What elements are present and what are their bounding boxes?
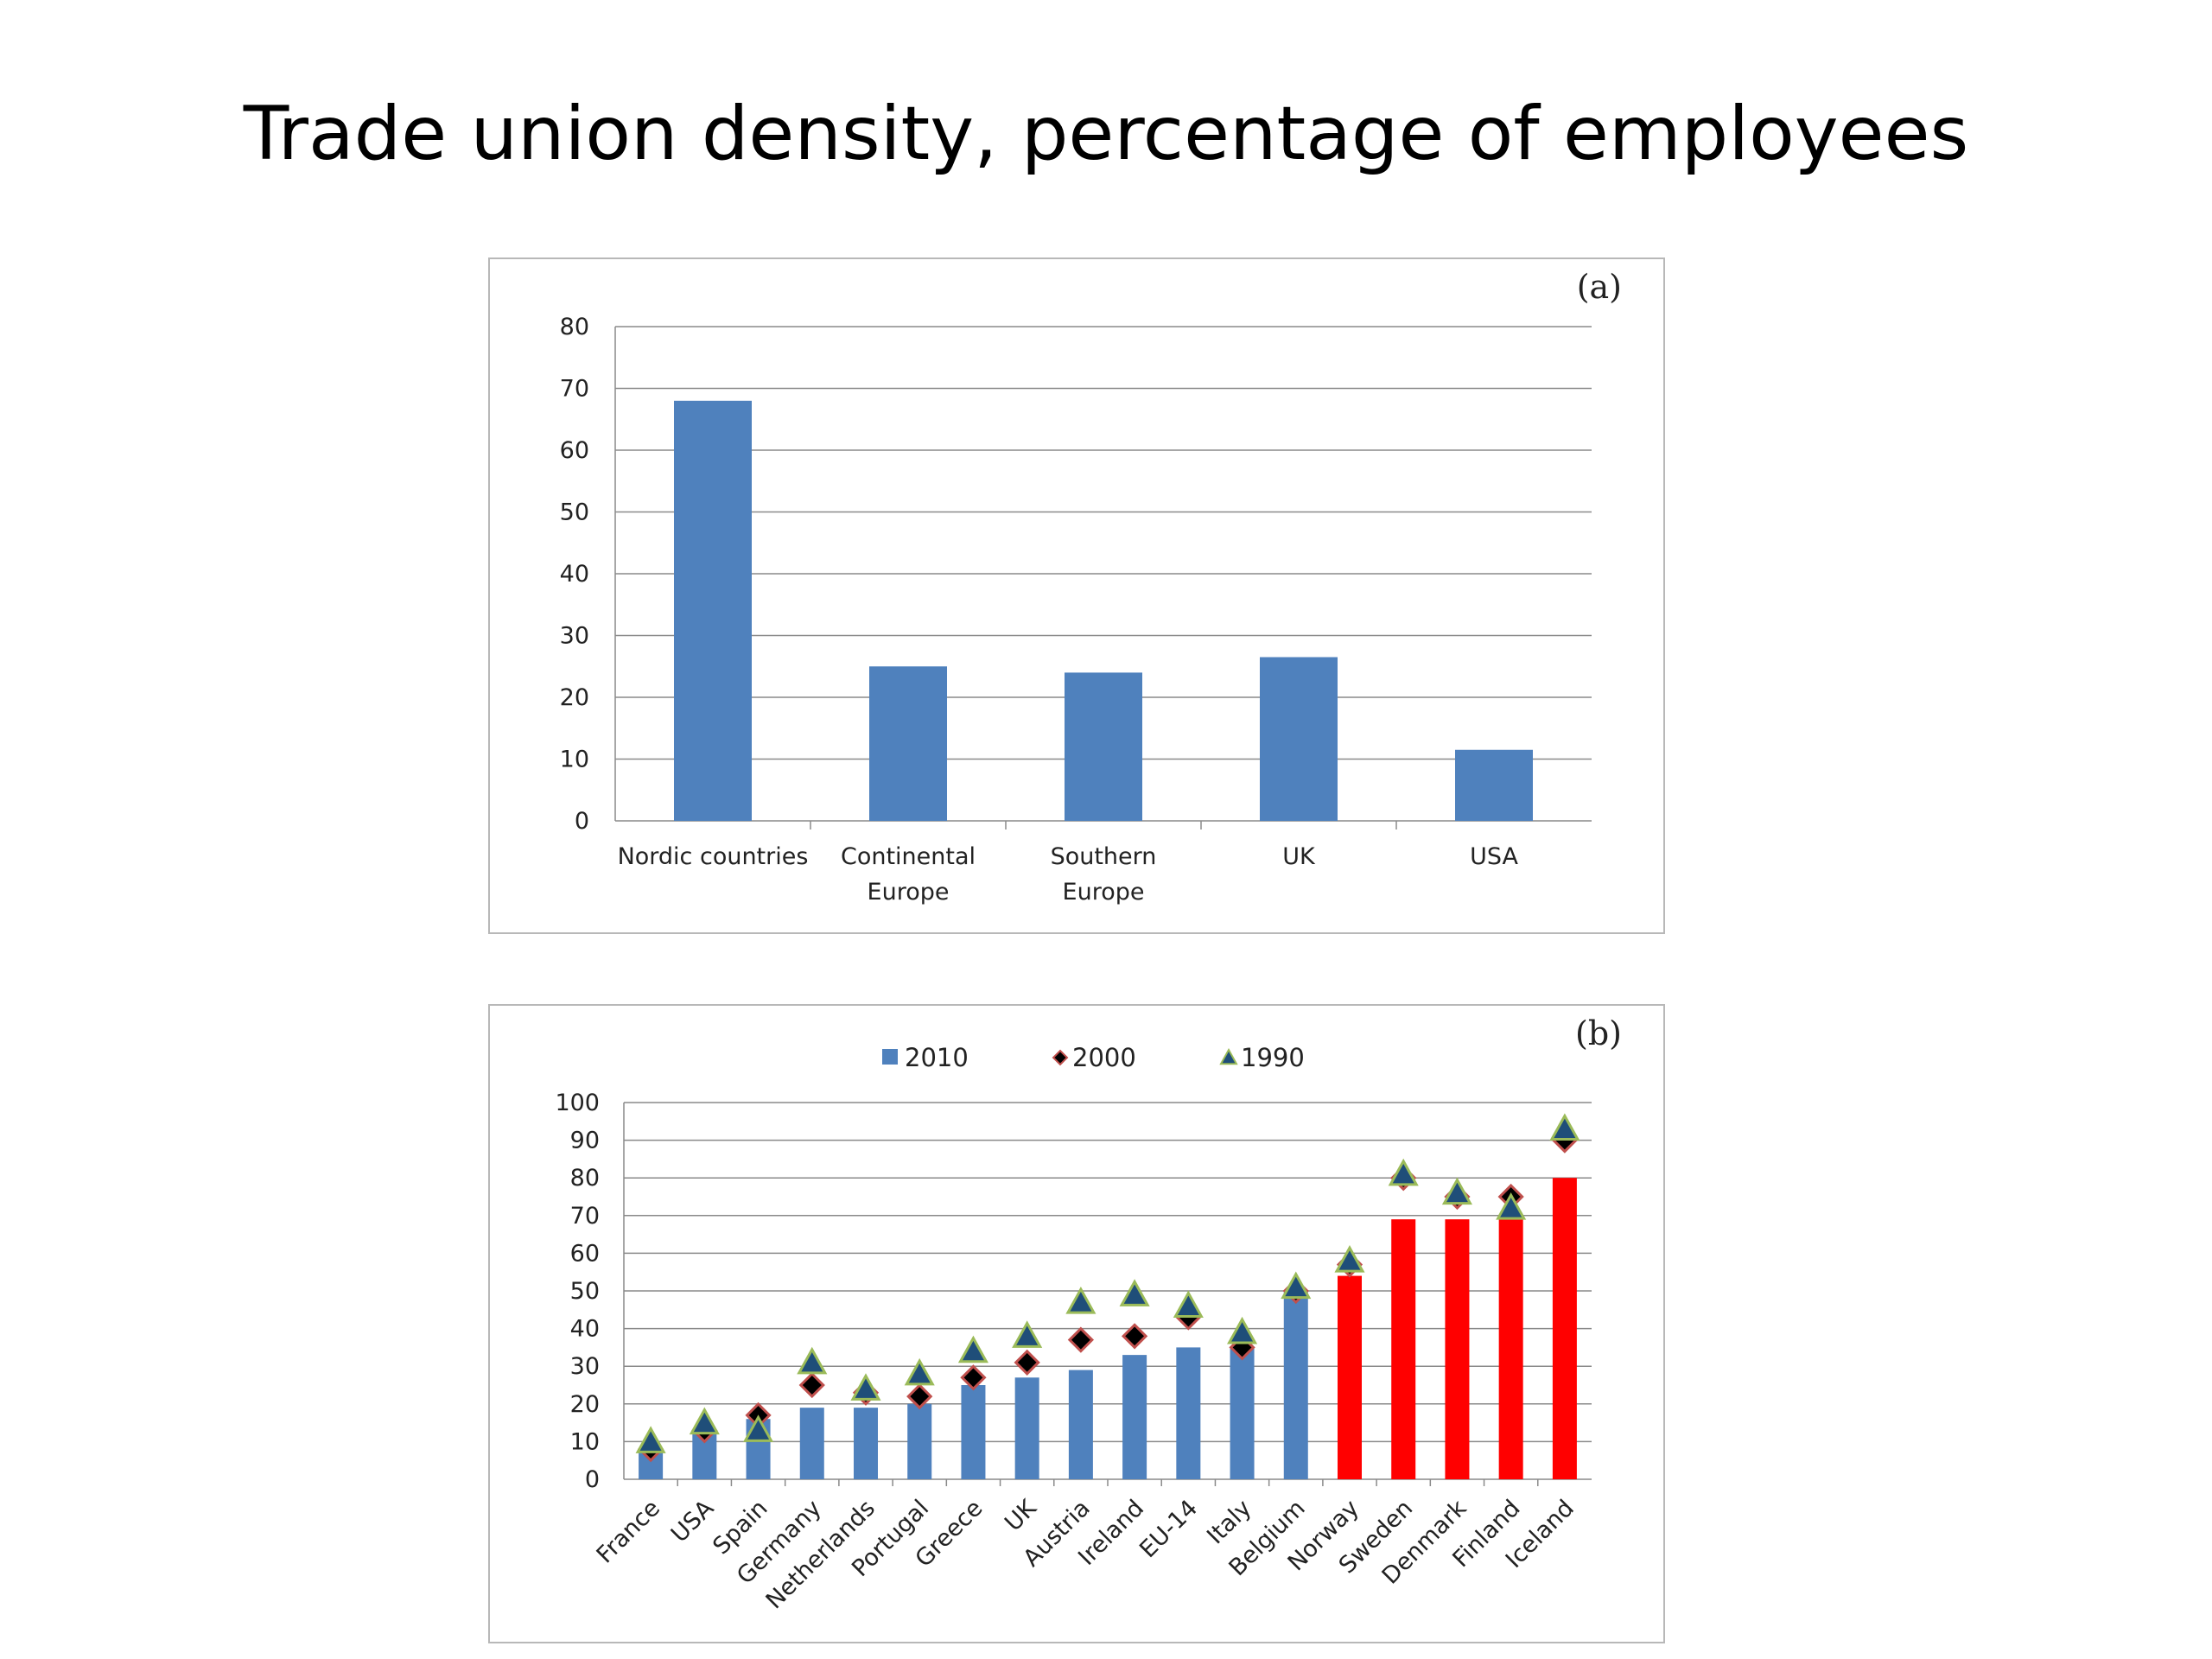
panel-label-b: (b) <box>1575 1014 1622 1052</box>
y-tick-label-a: 70 <box>560 376 589 403</box>
point-2000 <box>960 1364 987 1391</box>
point-1990 <box>1119 1279 1150 1306</box>
x-tick-label-a: Southern <box>1051 843 1157 870</box>
panel-label-a: (a) <box>1576 268 1622 306</box>
point-1990 <box>797 1346 828 1375</box>
point-1990 <box>1549 1113 1580 1141</box>
bar-2010 <box>1338 1275 1362 1479</box>
y-tick-label-b: 20 <box>570 1391 600 1418</box>
y-tick-label-b: 50 <box>570 1278 600 1305</box>
y-tick-label-b: 10 <box>570 1428 600 1455</box>
x-tick-label-a: Europe <box>868 879 950 906</box>
legend-label-2000: 2000 <box>1072 1043 1136 1072</box>
point-1990 <box>1173 1290 1204 1318</box>
point-2000 <box>1014 1349 1040 1376</box>
y-tick-label-a: 50 <box>560 499 589 526</box>
legend-label-2010: 2010 <box>905 1043 969 1072</box>
point-1990 <box>743 1414 774 1442</box>
point-1990 <box>957 1335 988 1363</box>
bar-2010 <box>1068 1370 1093 1479</box>
point-2000 <box>1121 1323 1148 1350</box>
point-1990 <box>1496 1192 1527 1220</box>
point-1990 <box>1012 1320 1043 1348</box>
point-2000 <box>798 1371 825 1399</box>
y-tick-label-a: 40 <box>560 561 589 588</box>
bar-2010 <box>1498 1215 1523 1479</box>
bar-a <box>869 666 947 821</box>
x-tick-label-a: Europe <box>1063 879 1145 906</box>
bar-2010 <box>1552 1178 1577 1479</box>
point-1990 <box>1388 1158 1419 1186</box>
bar-2010 <box>1445 1219 1470 1479</box>
point-2000 <box>1067 1326 1095 1353</box>
y-tick-label-b: 40 <box>570 1316 600 1343</box>
bar-2010 <box>1391 1219 1416 1479</box>
y-tick-label-b: 30 <box>570 1353 600 1380</box>
y-tick-label-b: 100 <box>555 1090 600 1116</box>
y-tick-label-b: 90 <box>570 1128 600 1154</box>
y-tick-label-b: 80 <box>570 1165 600 1192</box>
point-1990 <box>1281 1271 1312 1300</box>
bar-a <box>1455 749 1533 821</box>
point-1990 <box>689 1407 720 1435</box>
x-tick-label-b: France <box>592 1495 665 1568</box>
bar-2010 <box>1176 1347 1201 1479</box>
bar-2010 <box>1014 1377 1039 1479</box>
legend-label-1990: 1990 <box>1241 1043 1305 1072</box>
y-tick-label-b: 60 <box>570 1240 600 1267</box>
legend-swatch-2000 <box>1052 1049 1069 1066</box>
y-tick-label-a: 80 <box>560 314 589 340</box>
point-1990 <box>850 1373 881 1401</box>
legend-swatch-2010 <box>882 1049 898 1065</box>
x-tick-label-a: USA <box>1470 843 1518 870</box>
bar-2010 <box>799 1408 824 1479</box>
bar-2010 <box>907 1403 932 1479</box>
point-1990 <box>635 1426 666 1453</box>
y-tick-label-a: 20 <box>560 684 589 711</box>
chart-panel-a: (a) 0 10 20 30 40 50 60 70 80 Nordic countries Con… <box>488 257 1665 934</box>
point-1990 <box>1334 1245 1365 1273</box>
y-tick-label-b: 0 <box>585 1466 600 1493</box>
y-tick-label-a: 30 <box>560 623 589 650</box>
x-tick-label-a: Nordic countries <box>618 843 809 870</box>
bar-a <box>1065 672 1142 821</box>
point-1990 <box>904 1357 935 1386</box>
y-tick-label-a: 10 <box>560 747 589 773</box>
chart-a-svg: 0 10 20 30 40 50 60 70 80 Nordic countries Contine… <box>560 314 1592 906</box>
bar-a <box>1260 657 1338 821</box>
bar-2010 <box>1122 1355 1147 1479</box>
legend-swatch-1990 <box>1219 1047 1238 1065</box>
bar-2010 <box>961 1385 986 1479</box>
y-tick-label-a: 60 <box>560 437 589 464</box>
point-1990 <box>1065 1286 1096 1314</box>
bar-2010 <box>1283 1291 1308 1479</box>
x-tick-label-a: UK <box>1282 843 1316 870</box>
point-1990 <box>1227 1316 1258 1344</box>
bar-2010 <box>1230 1347 1255 1479</box>
slide-title: Trade union density, percentage of emplo… <box>243 91 1969 177</box>
y-tick-label-a: 0 <box>575 808 589 835</box>
y-tick-label-b: 70 <box>570 1203 600 1230</box>
point-2000 <box>906 1382 933 1410</box>
x-tick-label-b: EU-14 <box>1135 1495 1203 1563</box>
chart-panel-b: (b) 0 10 20 30 40 50 60 70 80 90 100 France USA Spain… <box>488 1004 1665 1643</box>
x-tick-label-a: Continental <box>841 843 976 870</box>
bar-a <box>674 400 752 821</box>
bar-2010 <box>854 1408 878 1479</box>
x-tick-label-b: UK <box>1000 1494 1042 1536</box>
point-1990 <box>1441 1177 1472 1205</box>
